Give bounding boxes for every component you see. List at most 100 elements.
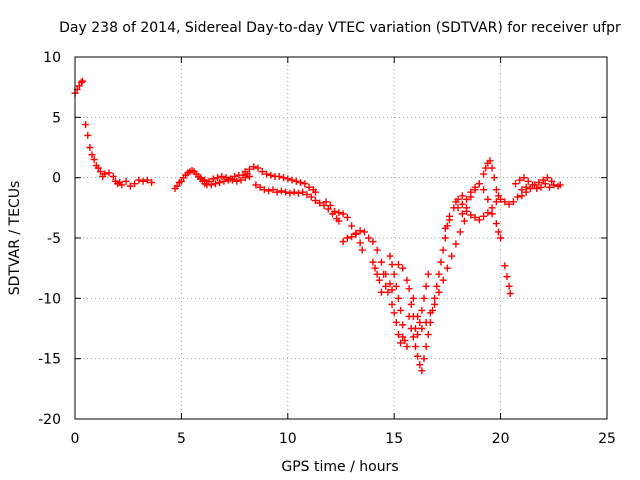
y-axis-title: SDTVAR / TECUs: [7, 181, 23, 296]
data-point: [456, 228, 464, 236]
data-point: [78, 77, 86, 85]
x-tick-label: 5: [177, 431, 186, 447]
data-point: [386, 252, 394, 260]
data-point: [407, 300, 415, 308]
data-point: [471, 213, 479, 221]
y-tick-label: 10: [43, 50, 61, 66]
data-point: [348, 233, 356, 241]
data-point: [420, 355, 428, 363]
data-point: [503, 273, 511, 281]
data-point: [303, 191, 311, 199]
data-point: [409, 333, 417, 341]
data-point: [339, 238, 347, 246]
data-point: [377, 288, 385, 296]
data-point: [463, 204, 471, 212]
data-point: [418, 367, 426, 375]
data-point: [541, 180, 549, 188]
data-point: [505, 200, 513, 208]
data-point: [424, 270, 432, 278]
data-point: [305, 183, 313, 191]
x-tick-label: 0: [71, 431, 80, 447]
axis-ticks: 0 5 10 15 20 25 -20 -15 -10 -5 0 5 10: [38, 50, 616, 447]
data-point: [467, 188, 475, 196]
data-point: [475, 216, 483, 224]
data-point: [197, 174, 205, 182]
y-tick-label: 5: [52, 110, 61, 126]
data-point: [265, 187, 273, 195]
data-point: [424, 331, 432, 339]
data-point: [205, 177, 213, 185]
data-point: [201, 176, 209, 184]
data-point: [482, 164, 490, 172]
data-point: [273, 188, 281, 196]
data-point: [277, 187, 285, 195]
data-point: [475, 180, 483, 188]
data-point: [407, 325, 415, 332]
y-tick-label: -10: [38, 291, 61, 307]
data-point: [258, 168, 266, 176]
data-point: [411, 343, 419, 351]
data-point: [237, 176, 245, 184]
data-point: [505, 282, 513, 290]
data-point: [437, 258, 445, 266]
data-point: [252, 181, 260, 189]
data-point: [358, 246, 366, 254]
data-point: [322, 198, 330, 206]
data-point: [488, 204, 496, 212]
data-point: [269, 186, 277, 194]
data-point: [401, 337, 409, 345]
data-point: [131, 180, 139, 188]
data-point: [394, 261, 402, 269]
data-point: [211, 180, 219, 188]
data-point: [543, 174, 551, 182]
data-point: [105, 169, 113, 177]
data-point: [518, 186, 526, 194]
data-point: [288, 176, 296, 184]
data-point: [282, 188, 290, 196]
data-point: [480, 212, 488, 220]
data-point: [458, 200, 466, 208]
data-point: [448, 252, 456, 260]
data-point: [386, 280, 394, 288]
data-point: [467, 211, 475, 219]
data-point: [148, 178, 156, 186]
data-point: [443, 264, 451, 272]
data-point: [463, 195, 471, 203]
data-point: [480, 170, 488, 178]
data-point: [75, 82, 83, 90]
data-point: [94, 164, 102, 172]
data-point: [352, 229, 360, 237]
data-point: [263, 170, 271, 178]
data-point: [222, 174, 230, 182]
data-point: [256, 183, 264, 191]
data-point: [139, 177, 147, 185]
x-tick-label: 25: [598, 431, 616, 447]
data-point: [245, 165, 253, 173]
data-point: [497, 234, 505, 242]
data-point: [394, 294, 402, 302]
data-point: [118, 181, 126, 189]
data-point: [492, 198, 500, 206]
data-point: [382, 270, 390, 278]
data-point: [494, 192, 502, 200]
data-point: [480, 186, 488, 194]
data-point: [365, 234, 373, 242]
data-point: [414, 352, 422, 360]
data-point: [207, 181, 215, 189]
data-point: [414, 331, 422, 339]
x-tick-label: 10: [279, 431, 297, 447]
data-point: [524, 177, 532, 185]
data-point: [226, 175, 234, 183]
data-point: [371, 264, 379, 272]
grid: [75, 57, 607, 419]
data-point: [403, 343, 411, 351]
data-point: [331, 207, 339, 215]
data-point: [239, 171, 247, 179]
data-point: [435, 270, 443, 278]
data-point: [535, 178, 543, 186]
data-point: [531, 181, 539, 189]
data-point: [369, 238, 377, 246]
data-point: [522, 183, 530, 191]
data-point: [324, 205, 332, 213]
data-point: [516, 176, 524, 184]
